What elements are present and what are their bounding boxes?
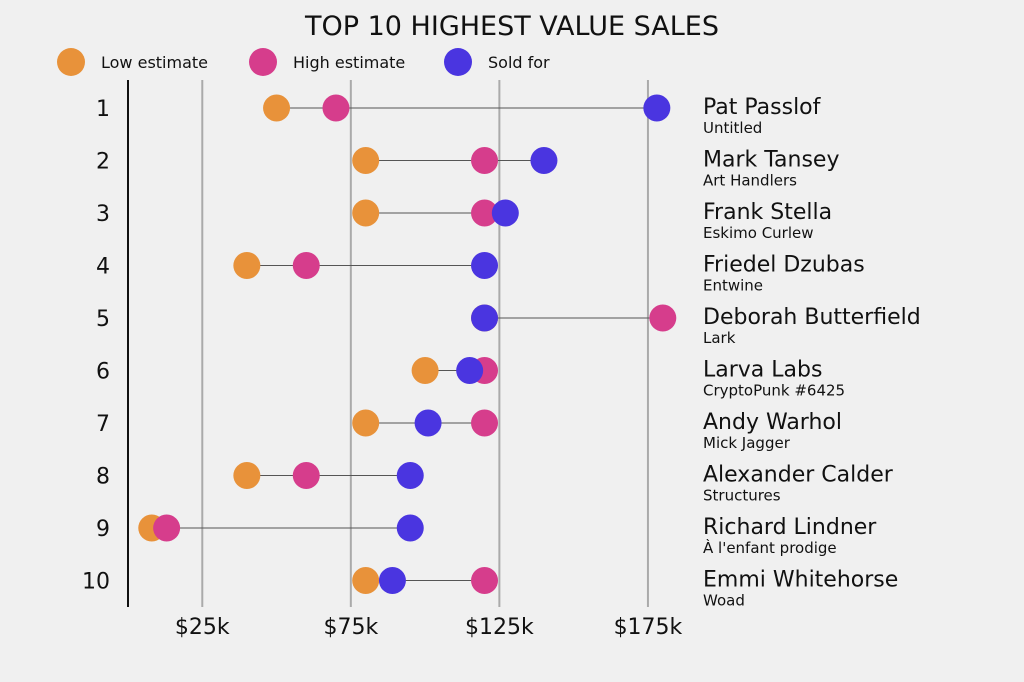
- low-point: [352, 147, 380, 174]
- x-tick-label-1: $75k: [323, 615, 378, 640]
- artist-label: Mark Tansey: [703, 148, 839, 173]
- legend-item-high: High estimate: [249, 48, 405, 76]
- high-point: [322, 94, 350, 122]
- rank-label: 9: [96, 517, 110, 542]
- x-tick-label-0: $25k: [175, 615, 230, 640]
- x-tick-label-2: $125k: [465, 615, 534, 640]
- high-point: [471, 567, 499, 594]
- high-point: [471, 199, 499, 227]
- sold-point: [491, 199, 519, 227]
- artist-label: Alexander Calder: [703, 463, 894, 488]
- sold-point: [471, 304, 499, 332]
- rank-label: 4: [96, 255, 110, 280]
- artist-label: Pat Passlof: [703, 95, 822, 120]
- rank-label: 3: [96, 202, 110, 227]
- rank-label: 8: [96, 465, 110, 490]
- low-point: [352, 567, 380, 594]
- legend-item-sold: Sold for: [444, 48, 550, 76]
- low-point: [352, 199, 380, 227]
- high-point: [649, 304, 677, 332]
- sold-point: [643, 94, 671, 122]
- legend: Low estimate High estimate Sold for: [57, 48, 550, 76]
- sold-point: [378, 567, 406, 594]
- rank-label: 10: [82, 570, 110, 595]
- low-point: [233, 462, 261, 489]
- low-point: [352, 409, 380, 437]
- work-label: Structures: [703, 487, 781, 505]
- sold-point: [396, 514, 424, 542]
- artist-label: Deborah Butterfield: [703, 305, 921, 330]
- artist-label: Larva Labs: [703, 358, 822, 383]
- legend-item-low: Low estimate: [57, 48, 208, 76]
- work-label: Untitled: [703, 119, 762, 137]
- sold-point: [530, 147, 558, 174]
- work-label: CryptoPunk #6425: [703, 382, 845, 400]
- legend-swatch-low: [57, 48, 85, 76]
- rank-label: 7: [96, 412, 110, 437]
- low-point: [233, 252, 261, 279]
- high-point: [292, 252, 320, 279]
- sold-point: [414, 409, 442, 437]
- work-label: Woad: [703, 592, 745, 610]
- artist-label: Friedel Dzubas: [703, 253, 865, 278]
- sold-point: [471, 252, 499, 279]
- x-tick-label-3: $175k: [614, 615, 683, 640]
- sold-point: [456, 357, 484, 384]
- work-label: Eskimo Curlew: [703, 224, 814, 242]
- chart-title: TOP 10 HIGHEST VALUE SALES: [304, 11, 719, 42]
- high-point: [292, 462, 320, 489]
- gridlines: [201, 80, 649, 607]
- work-label: Entwine: [703, 277, 763, 295]
- legend-label-low: Low estimate: [101, 53, 208, 72]
- legend-swatch-high: [249, 48, 277, 76]
- artist-label: Andy Warhol: [703, 410, 842, 435]
- legend-label-high: High estimate: [293, 53, 405, 72]
- high-point: [471, 147, 499, 174]
- legend-label-sold: Sold for: [488, 53, 550, 72]
- rank-label: 5: [96, 307, 110, 332]
- artist-label: Frank Stella: [703, 200, 832, 225]
- artist-label: Emmi Whitehorse: [703, 568, 898, 593]
- sold-point: [396, 462, 424, 489]
- legend-swatch-sold: [444, 48, 472, 76]
- low-point: [411, 357, 439, 384]
- work-label: Art Handlers: [703, 172, 797, 190]
- x-axis-tick-labels: $25k $75k $125k $175k: [175, 615, 683, 640]
- rank-label: 6: [96, 360, 110, 385]
- artist-label: Richard Lindner: [703, 515, 877, 540]
- work-label: À l'enfant prodige: [703, 538, 837, 557]
- work-label: Mick Jagger: [703, 434, 791, 452]
- rank-label: 2: [96, 150, 110, 175]
- high-point: [153, 514, 181, 542]
- low-point: [263, 94, 291, 122]
- high-point: [471, 409, 499, 437]
- rank-label: 1: [96, 97, 110, 122]
- work-label: Lark: [703, 329, 736, 347]
